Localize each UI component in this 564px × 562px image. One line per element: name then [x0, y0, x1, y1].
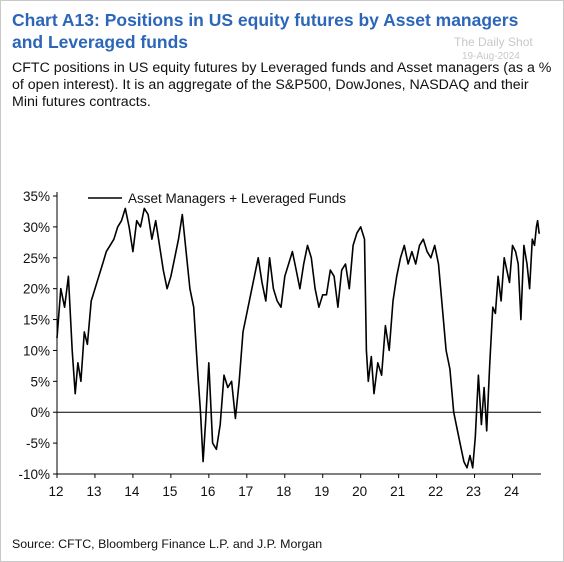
source-note: Source: CFTC, Bloomberg Finance L.P. and… — [12, 537, 323, 551]
watermark: The Daily Shot — [454, 35, 533, 49]
x-tick-label: 15 — [162, 484, 177, 499]
y-tick-label: -5% — [26, 436, 50, 451]
x-tick-label: 12 — [48, 484, 63, 499]
series-line — [56, 207, 540, 469]
y-tick-label: 25% — [23, 251, 50, 266]
x-tick-label: 23 — [466, 484, 481, 499]
x-tick-label: 14 — [124, 484, 140, 499]
chart-title: Chart A13: Positions in US equity future… — [12, 10, 519, 52]
x-tick-label: 24 — [504, 484, 520, 499]
x-tick-label: 19 — [314, 484, 329, 499]
x-tick-label: 22 — [428, 484, 443, 499]
y-tick-label: 30% — [23, 220, 50, 235]
watermark-date: 19-Aug-2024 — [462, 51, 520, 62]
x-tick-label: 13 — [86, 484, 101, 499]
x-tick-label: 20 — [352, 484, 367, 499]
x-tick-label: 17 — [238, 484, 253, 499]
y-tick-label: 10% — [23, 343, 50, 358]
y-tick-label: 35% — [23, 189, 50, 204]
x-tick-label: 16 — [200, 484, 215, 499]
y-tick-label: 5% — [30, 374, 50, 389]
y-tick-label: 20% — [23, 282, 50, 297]
legend-label: Asset Managers + Leveraged Funds — [128, 191, 346, 206]
chart-subtitle: CFTC positions in US equity futures by L… — [12, 60, 552, 110]
x-tick-label: 21 — [390, 484, 405, 499]
y-tick-label: 0% — [30, 405, 50, 420]
y-tick-label: 15% — [23, 313, 50, 328]
x-tick-label: 18 — [276, 484, 291, 499]
y-tick-label: -10% — [18, 467, 50, 482]
